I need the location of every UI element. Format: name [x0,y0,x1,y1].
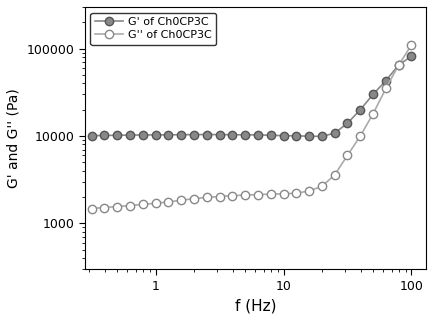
G'' of Ch0CP3C [153,201,158,205]
G' of Ch0CP3C [383,79,388,83]
G'' of Ch0CP3C [396,63,401,67]
G' of Ch0CP3C [307,134,312,138]
G' of Ch0CP3C [115,133,120,137]
G' of Ch0CP3C [268,133,273,137]
G' of Ch0CP3C [127,133,132,137]
G'' of Ch0CP3C [89,207,94,211]
G'' of Ch0CP3C [345,154,350,157]
G'' of Ch0CP3C [242,193,248,197]
G' of Ch0CP3C [345,121,350,125]
X-axis label: f (Hz): f (Hz) [235,298,276,313]
G'' of Ch0CP3C [217,195,222,198]
G'' of Ch0CP3C [294,191,299,195]
G'' of Ch0CP3C [307,189,312,193]
G' of Ch0CP3C [294,134,299,138]
Line: G' of Ch0CP3C: G' of Ch0CP3C [87,52,416,140]
G'' of Ch0CP3C [383,86,388,90]
G' of Ch0CP3C [396,63,401,67]
G' of Ch0CP3C [102,133,107,137]
Y-axis label: G' and G'' (Pa): G' and G'' (Pa) [7,88,21,188]
G' of Ch0CP3C [255,133,261,137]
G'' of Ch0CP3C [255,193,261,196]
G' of Ch0CP3C [230,133,235,137]
G' of Ch0CP3C [242,133,248,137]
G'' of Ch0CP3C [281,192,286,196]
G'' of Ch0CP3C [371,112,376,116]
G'' of Ch0CP3C [319,185,324,188]
G' of Ch0CP3C [332,131,337,135]
G' of Ch0CP3C [319,134,324,138]
G'' of Ch0CP3C [230,194,235,197]
G'' of Ch0CP3C [178,198,184,202]
G'' of Ch0CP3C [191,197,197,201]
G' of Ch0CP3C [153,133,158,137]
G'' of Ch0CP3C [127,204,132,207]
G' of Ch0CP3C [371,92,376,96]
G'' of Ch0CP3C [332,173,337,177]
G' of Ch0CP3C [89,134,94,138]
G'' of Ch0CP3C [268,192,273,196]
Line: G'' of Ch0CP3C: G'' of Ch0CP3C [87,41,416,213]
G'' of Ch0CP3C [140,203,145,206]
G' of Ch0CP3C [281,134,286,138]
G' of Ch0CP3C [191,133,197,137]
G'' of Ch0CP3C [166,200,171,204]
G' of Ch0CP3C [204,132,209,136]
G'' of Ch0CP3C [409,43,414,47]
G' of Ch0CP3C [178,133,184,137]
G'' of Ch0CP3C [204,196,209,199]
G' of Ch0CP3C [358,108,363,112]
G' of Ch0CP3C [409,54,414,58]
G'' of Ch0CP3C [102,205,107,209]
G'' of Ch0CP3C [115,204,120,208]
G' of Ch0CP3C [166,133,171,137]
Legend: G' of Ch0CP3C, G'' of Ch0CP3C: G' of Ch0CP3C, G'' of Ch0CP3C [90,12,216,45]
G' of Ch0CP3C [217,133,222,137]
G' of Ch0CP3C [140,133,145,137]
G'' of Ch0CP3C [358,134,363,138]
